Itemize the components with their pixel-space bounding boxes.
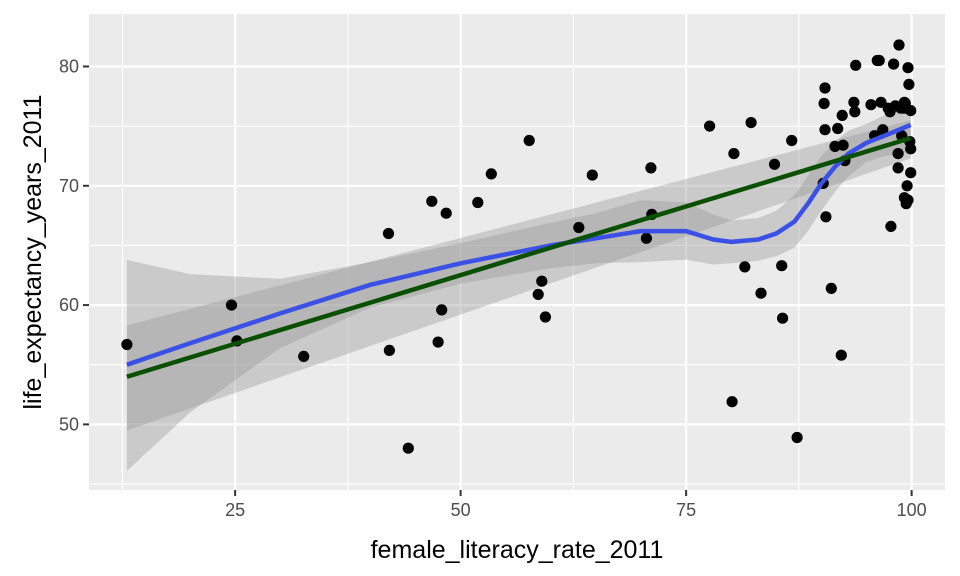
data-point bbox=[820, 211, 832, 223]
data-point bbox=[739, 261, 751, 273]
loess-confidence-band bbox=[126, 97, 911, 471]
data-point bbox=[532, 288, 544, 300]
x-axis: 25 50 75 100 bbox=[225, 490, 927, 520]
data-point bbox=[819, 82, 831, 94]
data-point bbox=[892, 148, 904, 160]
fit-lines bbox=[126, 122, 912, 379]
data-point bbox=[745, 117, 757, 129]
data-point bbox=[645, 162, 657, 174]
x-tick-label: 25 bbox=[225, 500, 245, 520]
data-point bbox=[849, 106, 861, 118]
data-point bbox=[436, 304, 448, 316]
data-point bbox=[402, 442, 414, 454]
minor-gridlines bbox=[89, 14, 945, 490]
data-point bbox=[539, 311, 552, 323]
data-point bbox=[573, 221, 585, 234]
data-point bbox=[298, 350, 310, 362]
data-point bbox=[121, 338, 133, 351]
data-point bbox=[888, 58, 900, 70]
data-point bbox=[905, 105, 917, 117]
data-point bbox=[440, 207, 452, 219]
x-tick-label: 50 bbox=[451, 500, 471, 520]
data-point bbox=[877, 124, 889, 136]
data-point bbox=[873, 54, 885, 67]
data-point bbox=[536, 275, 548, 287]
data-point bbox=[225, 299, 238, 311]
data-point bbox=[902, 62, 914, 74]
data-point bbox=[892, 162, 904, 174]
data-point bbox=[901, 180, 913, 192]
data-point bbox=[586, 169, 598, 181]
data-point bbox=[832, 122, 844, 135]
y-tick-label: 80 bbox=[59, 56, 79, 76]
y-axis: 50 60 70 80 bbox=[59, 56, 89, 434]
data-point bbox=[791, 431, 803, 444]
data-point bbox=[786, 134, 798, 147]
x-axis-title: female_literacy_rate_2011 bbox=[371, 536, 664, 564]
data-point bbox=[903, 78, 915, 90]
y-tick-label: 50 bbox=[59, 414, 79, 434]
data-point bbox=[865, 99, 877, 111]
data-point bbox=[523, 134, 535, 147]
data-point bbox=[728, 148, 740, 160]
y-tick-label: 60 bbox=[59, 295, 79, 315]
x-tick-label: 100 bbox=[897, 500, 927, 520]
data-point bbox=[485, 168, 497, 180]
data-point bbox=[768, 158, 781, 170]
data-points bbox=[121, 39, 917, 454]
x-tick-label: 75 bbox=[676, 500, 696, 520]
data-point bbox=[850, 59, 862, 71]
y-tick-label: 70 bbox=[59, 176, 79, 196]
data-point bbox=[777, 312, 789, 324]
data-point bbox=[836, 109, 848, 121]
data-point bbox=[704, 120, 716, 132]
data-point bbox=[640, 232, 653, 244]
data-point bbox=[382, 227, 395, 240]
data-point bbox=[819, 124, 831, 136]
data-point bbox=[885, 220, 897, 232]
data-point bbox=[432, 336, 444, 348]
data-point bbox=[835, 349, 847, 361]
data-point bbox=[825, 282, 837, 294]
data-point bbox=[383, 344, 395, 356]
data-point bbox=[848, 96, 860, 108]
data-point bbox=[902, 194, 914, 206]
y-axis-title: life_expectancy_years_2011 bbox=[19, 94, 47, 409]
data-point bbox=[776, 260, 788, 272]
data-point bbox=[905, 167, 917, 179]
data-point bbox=[755, 287, 767, 299]
data-point bbox=[837, 139, 849, 151]
data-point bbox=[905, 143, 917, 155]
linear-fit-line bbox=[126, 135, 912, 379]
data-point bbox=[426, 195, 438, 207]
data-point bbox=[818, 97, 830, 110]
data-point bbox=[893, 39, 905, 51]
data-point bbox=[472, 196, 484, 209]
data-point bbox=[726, 396, 738, 408]
